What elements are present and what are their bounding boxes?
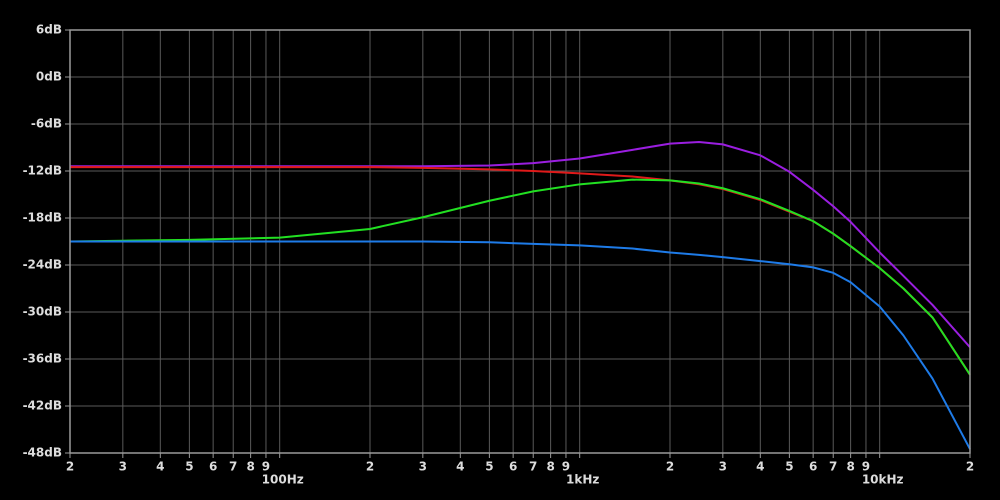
x-tick-label: 8 [846,460,854,474]
x-tick-label: 3 [119,460,127,474]
x-tick-label: 8 [546,460,554,474]
x-tick-label: 100Hz [262,473,304,487]
series-line [70,141,971,348]
y-tick-label: 0dB [36,70,62,84]
x-tick-label: 5 [185,460,193,474]
x-tick-label: 4 [756,460,764,474]
x-tick-label: 6 [509,460,517,474]
series-line [69,178,971,376]
y-tick-label: -36dB [23,352,62,366]
x-tick-label: 3 [719,460,727,474]
x-tick-label: 4 [156,460,164,474]
x-tick-label: 2 [966,460,974,474]
x-tick-label: 4 [456,460,464,474]
y-tick-label: -42dB [23,399,62,413]
x-tick-label: 3 [419,460,427,474]
y-tick-label: 6dB [36,23,62,37]
y-tick-label: -6dB [31,117,62,131]
x-tick-label: 2 [666,460,674,474]
series-line [70,166,971,376]
x-tick-label: 7 [229,460,237,474]
y-tick-label: -24dB [23,258,62,272]
y-tick-label: -18dB [23,211,62,225]
x-tick-label: 7 [529,460,537,474]
x-tick-label: 1kHz [566,473,599,487]
series-line [70,240,971,450]
x-tick-label: 5 [485,460,493,474]
y-tick-label: -12dB [23,164,62,178]
x-tick-label: 5 [785,460,793,474]
x-tick-label: 9 [562,460,570,474]
x-tick-label: 9 [862,460,870,474]
x-tick-label: 6 [209,460,217,474]
y-tick-label: -30dB [23,305,62,319]
x-tick-label: 2 [66,460,74,474]
y-tick-label: -48dB [23,446,62,460]
x-tick-label: 7 [829,460,837,474]
x-tick-label: 6 [809,460,817,474]
x-tick-label: 8 [246,460,254,474]
x-tick-label: 2 [366,460,374,474]
x-tick-label: 10kHz [862,473,904,487]
plot-frame [69,29,971,454]
x-tick-label: 9 [262,460,270,474]
